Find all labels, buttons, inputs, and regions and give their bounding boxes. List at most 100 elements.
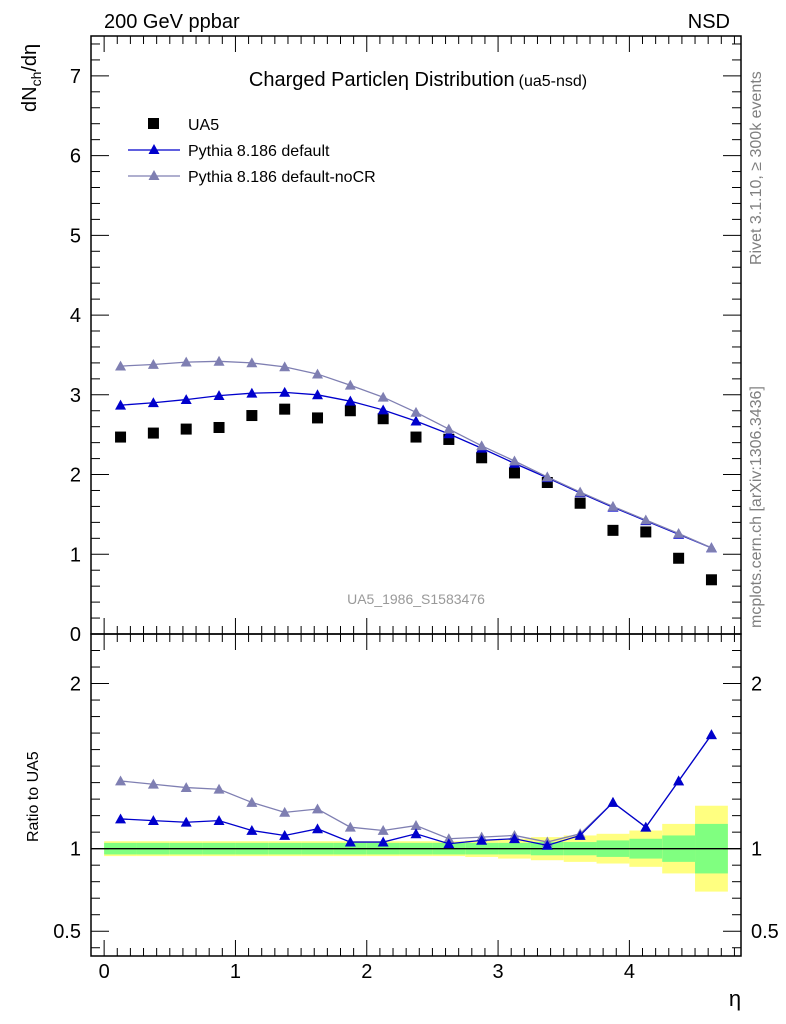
main-point-2 [640,514,652,525]
ratio-xtick-label: 1 [230,961,241,983]
main-point-2 [213,355,225,366]
ratio-point-0 [377,825,389,835]
main-point-ua5 [344,405,356,417]
main-point-ua5 [213,421,225,433]
ratio-point-0 [344,821,356,832]
ratio-point-1 [640,821,652,832]
legend-ua5-marker [148,118,159,129]
main-point-2 [377,391,389,402]
ratio-point-1 [607,796,619,807]
main-point-2 [246,357,258,368]
main-point-ua5 [541,477,553,489]
main-point-ua5 [607,524,619,536]
header-left: 200 GeV ppbar [104,11,240,33]
main-point-2 [673,528,685,538]
main-point-2 [607,500,619,511]
ratio-xtick-label: 0 [99,961,110,983]
main-point-2 [541,471,553,482]
main-title: Charged Particleη Distribution (ua5-nsd) [249,69,587,91]
rivet-label: Rivet 3.1.10, ≥ 300k events [748,71,765,265]
mcplots-label: mcplots.cern.ch [arXiv:1306.3436] [748,386,765,628]
main-panel: 0 1 2 3 4 5 6 7 Charged Particleη Distribution(… [19,35,742,646]
main-point-1 [279,386,291,397]
main-point-ua5 [640,526,652,538]
ratio-frame [90,633,742,957]
ratio-y-ticks: 0.5 0.5 1 1 2 2 [53,650,779,949]
main-point-ua5 [673,552,685,564]
main-point-ua5 [705,574,717,586]
main-point-ua5 [246,410,258,422]
main-point-1 [312,389,324,400]
main-point-1 [377,404,389,415]
ratio-ytick-label-right: 2 [751,674,762,696]
ratio-point-1 [410,828,422,839]
main-ytick-label: 6 [70,146,81,168]
legend-nocr-marker [148,170,160,180]
ratio-panel: 0.5 0.5 1 1 2 2 0 1 2 3 4 Ratio to UA5 η [25,633,779,1011]
ratio-ytick-label-left: 0.5 [53,921,81,943]
ratio-point-0 [410,820,422,830]
main-point-ua5 [377,413,389,425]
ratio-point-0 [180,782,192,792]
ratio-point-0 [279,806,291,817]
ratio-point-1 [508,833,520,844]
ratio-xtick-label: 4 [624,961,635,983]
main-point-ua5 [443,433,455,445]
main-point-1 [344,395,356,406]
main-point-2 [574,486,586,497]
ratio-x-ticks: 0 1 2 3 4 [99,634,735,983]
ratio-point-1 [377,836,389,847]
ratio-point-1 [213,815,225,825]
ratio-point-1 [180,816,192,827]
ratio-point-0 [246,796,258,807]
legend-nocr-label: Pythia 8.186 default-noCR [188,169,376,186]
main-point-1 [213,390,225,400]
ratio-point-1 [443,838,455,849]
x-axis-label: η [729,986,741,1011]
main-point-1 [180,394,192,404]
ratio-point-1 [574,829,586,840]
ratio-ytick-label-left: 2 [70,674,81,696]
main-ytick-label: 2 [70,465,81,487]
main-series [115,355,717,586]
ratio-point-1 [246,825,258,835]
ratio-ytick-label-right: 1 [751,839,762,861]
ratio-series [115,729,717,850]
main-point-1 [147,397,159,408]
ratio-point-0 [147,778,159,789]
ratio-point-1 [541,839,553,850]
ratio-ytick-label-right: 0.5 [751,921,779,943]
ratio-point-1 [115,813,127,824]
ratio-xtick-label: 3 [493,961,504,983]
main-ytick-label: 1 [70,544,81,566]
ratio-point-0 [115,775,127,786]
main-ytick-label: 4 [70,305,81,327]
main-point-1 [115,399,127,410]
ratio-ytick-label-left: 1 [70,839,81,861]
legend-default-label: Pythia 8.186 default [188,143,330,160]
ratio-point-1 [147,815,159,825]
ratio-point-1 [344,836,356,847]
main-point-ua5 [508,467,520,479]
main-ylabel: dNch/dη [19,44,44,112]
main-point-2 [279,361,291,372]
main-point-2 [180,356,192,367]
main-point-ua5 [476,452,488,464]
ratio-point-0 [213,783,225,794]
main-point-2 [115,360,127,371]
ratio-point-0 [312,803,324,814]
main-point-ua5 [312,412,324,424]
ratio-point-1 [673,775,685,786]
main-point-2 [410,406,422,417]
main-point-2 [344,379,356,390]
main-point-2 [443,423,455,434]
main-y-ticks: 0 1 2 3 4 5 6 7 [70,43,741,646]
main-point-2 [147,359,159,369]
main-point-2 [508,455,520,466]
legend: UA5 Pythia 8.186 default Pythia 8.186 de… [128,117,376,186]
main-point-ua5 [115,431,127,443]
main-point-1 [246,387,258,398]
ratio-ylabel: Ratio to UA5 [25,751,42,842]
main-point-ua5 [279,403,291,415]
